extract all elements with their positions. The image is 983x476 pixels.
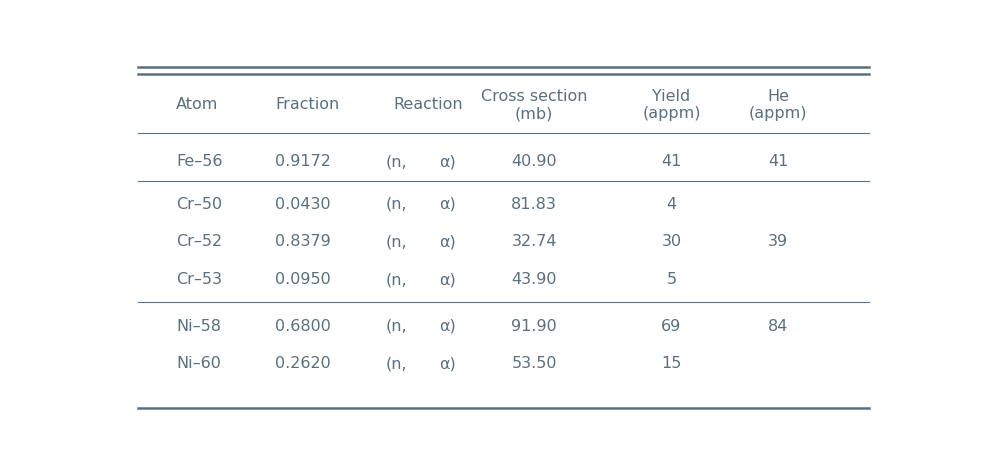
Text: (n,: (n, — [385, 196, 407, 211]
Text: (n,: (n, — [385, 318, 407, 333]
Text: 0.8379: 0.8379 — [275, 234, 331, 249]
Text: 41: 41 — [662, 154, 681, 169]
Text: Cross section
(mb): Cross section (mb) — [481, 89, 588, 121]
Text: Cr–50: Cr–50 — [176, 196, 222, 211]
Text: Yield
(appm): Yield (appm) — [642, 89, 701, 121]
Text: Cr–53: Cr–53 — [176, 272, 222, 287]
Text: 69: 69 — [662, 318, 681, 333]
Text: 4: 4 — [666, 196, 676, 211]
Text: 5: 5 — [666, 272, 676, 287]
Text: (n,: (n, — [385, 154, 407, 169]
Text: 39: 39 — [768, 234, 788, 249]
Text: 30: 30 — [662, 234, 681, 249]
Text: α): α) — [439, 318, 456, 333]
Text: α): α) — [439, 154, 456, 169]
Text: α): α) — [439, 272, 456, 287]
Text: 0.0430: 0.0430 — [275, 196, 331, 211]
Text: 32.74: 32.74 — [511, 234, 557, 249]
Text: Cr–52: Cr–52 — [176, 234, 222, 249]
Text: 40.90: 40.90 — [511, 154, 557, 169]
Text: 81.83: 81.83 — [511, 196, 557, 211]
Text: Fraction: Fraction — [275, 97, 339, 112]
Text: (n,: (n, — [385, 234, 407, 249]
Text: Ni–60: Ni–60 — [176, 356, 221, 371]
Text: 0.2620: 0.2620 — [275, 356, 331, 371]
Text: 43.90: 43.90 — [511, 272, 557, 287]
Text: He
(appm): He (appm) — [749, 89, 807, 121]
Text: Reaction: Reaction — [393, 97, 463, 112]
Text: Ni–58: Ni–58 — [176, 318, 221, 333]
Text: Atom: Atom — [176, 97, 218, 112]
Text: (n,: (n, — [385, 272, 407, 287]
Text: 0.9172: 0.9172 — [275, 154, 331, 169]
Text: Fe–56: Fe–56 — [176, 154, 223, 169]
Text: 0.6800: 0.6800 — [275, 318, 331, 333]
Text: 15: 15 — [662, 356, 681, 371]
Text: 91.90: 91.90 — [511, 318, 557, 333]
Text: 53.50: 53.50 — [511, 356, 557, 371]
Text: α): α) — [439, 356, 456, 371]
Text: α): α) — [439, 196, 456, 211]
Text: 0.0950: 0.0950 — [275, 272, 331, 287]
Text: 41: 41 — [768, 154, 788, 169]
Text: α): α) — [439, 234, 456, 249]
Text: 84: 84 — [768, 318, 788, 333]
Text: (n,: (n, — [385, 356, 407, 371]
